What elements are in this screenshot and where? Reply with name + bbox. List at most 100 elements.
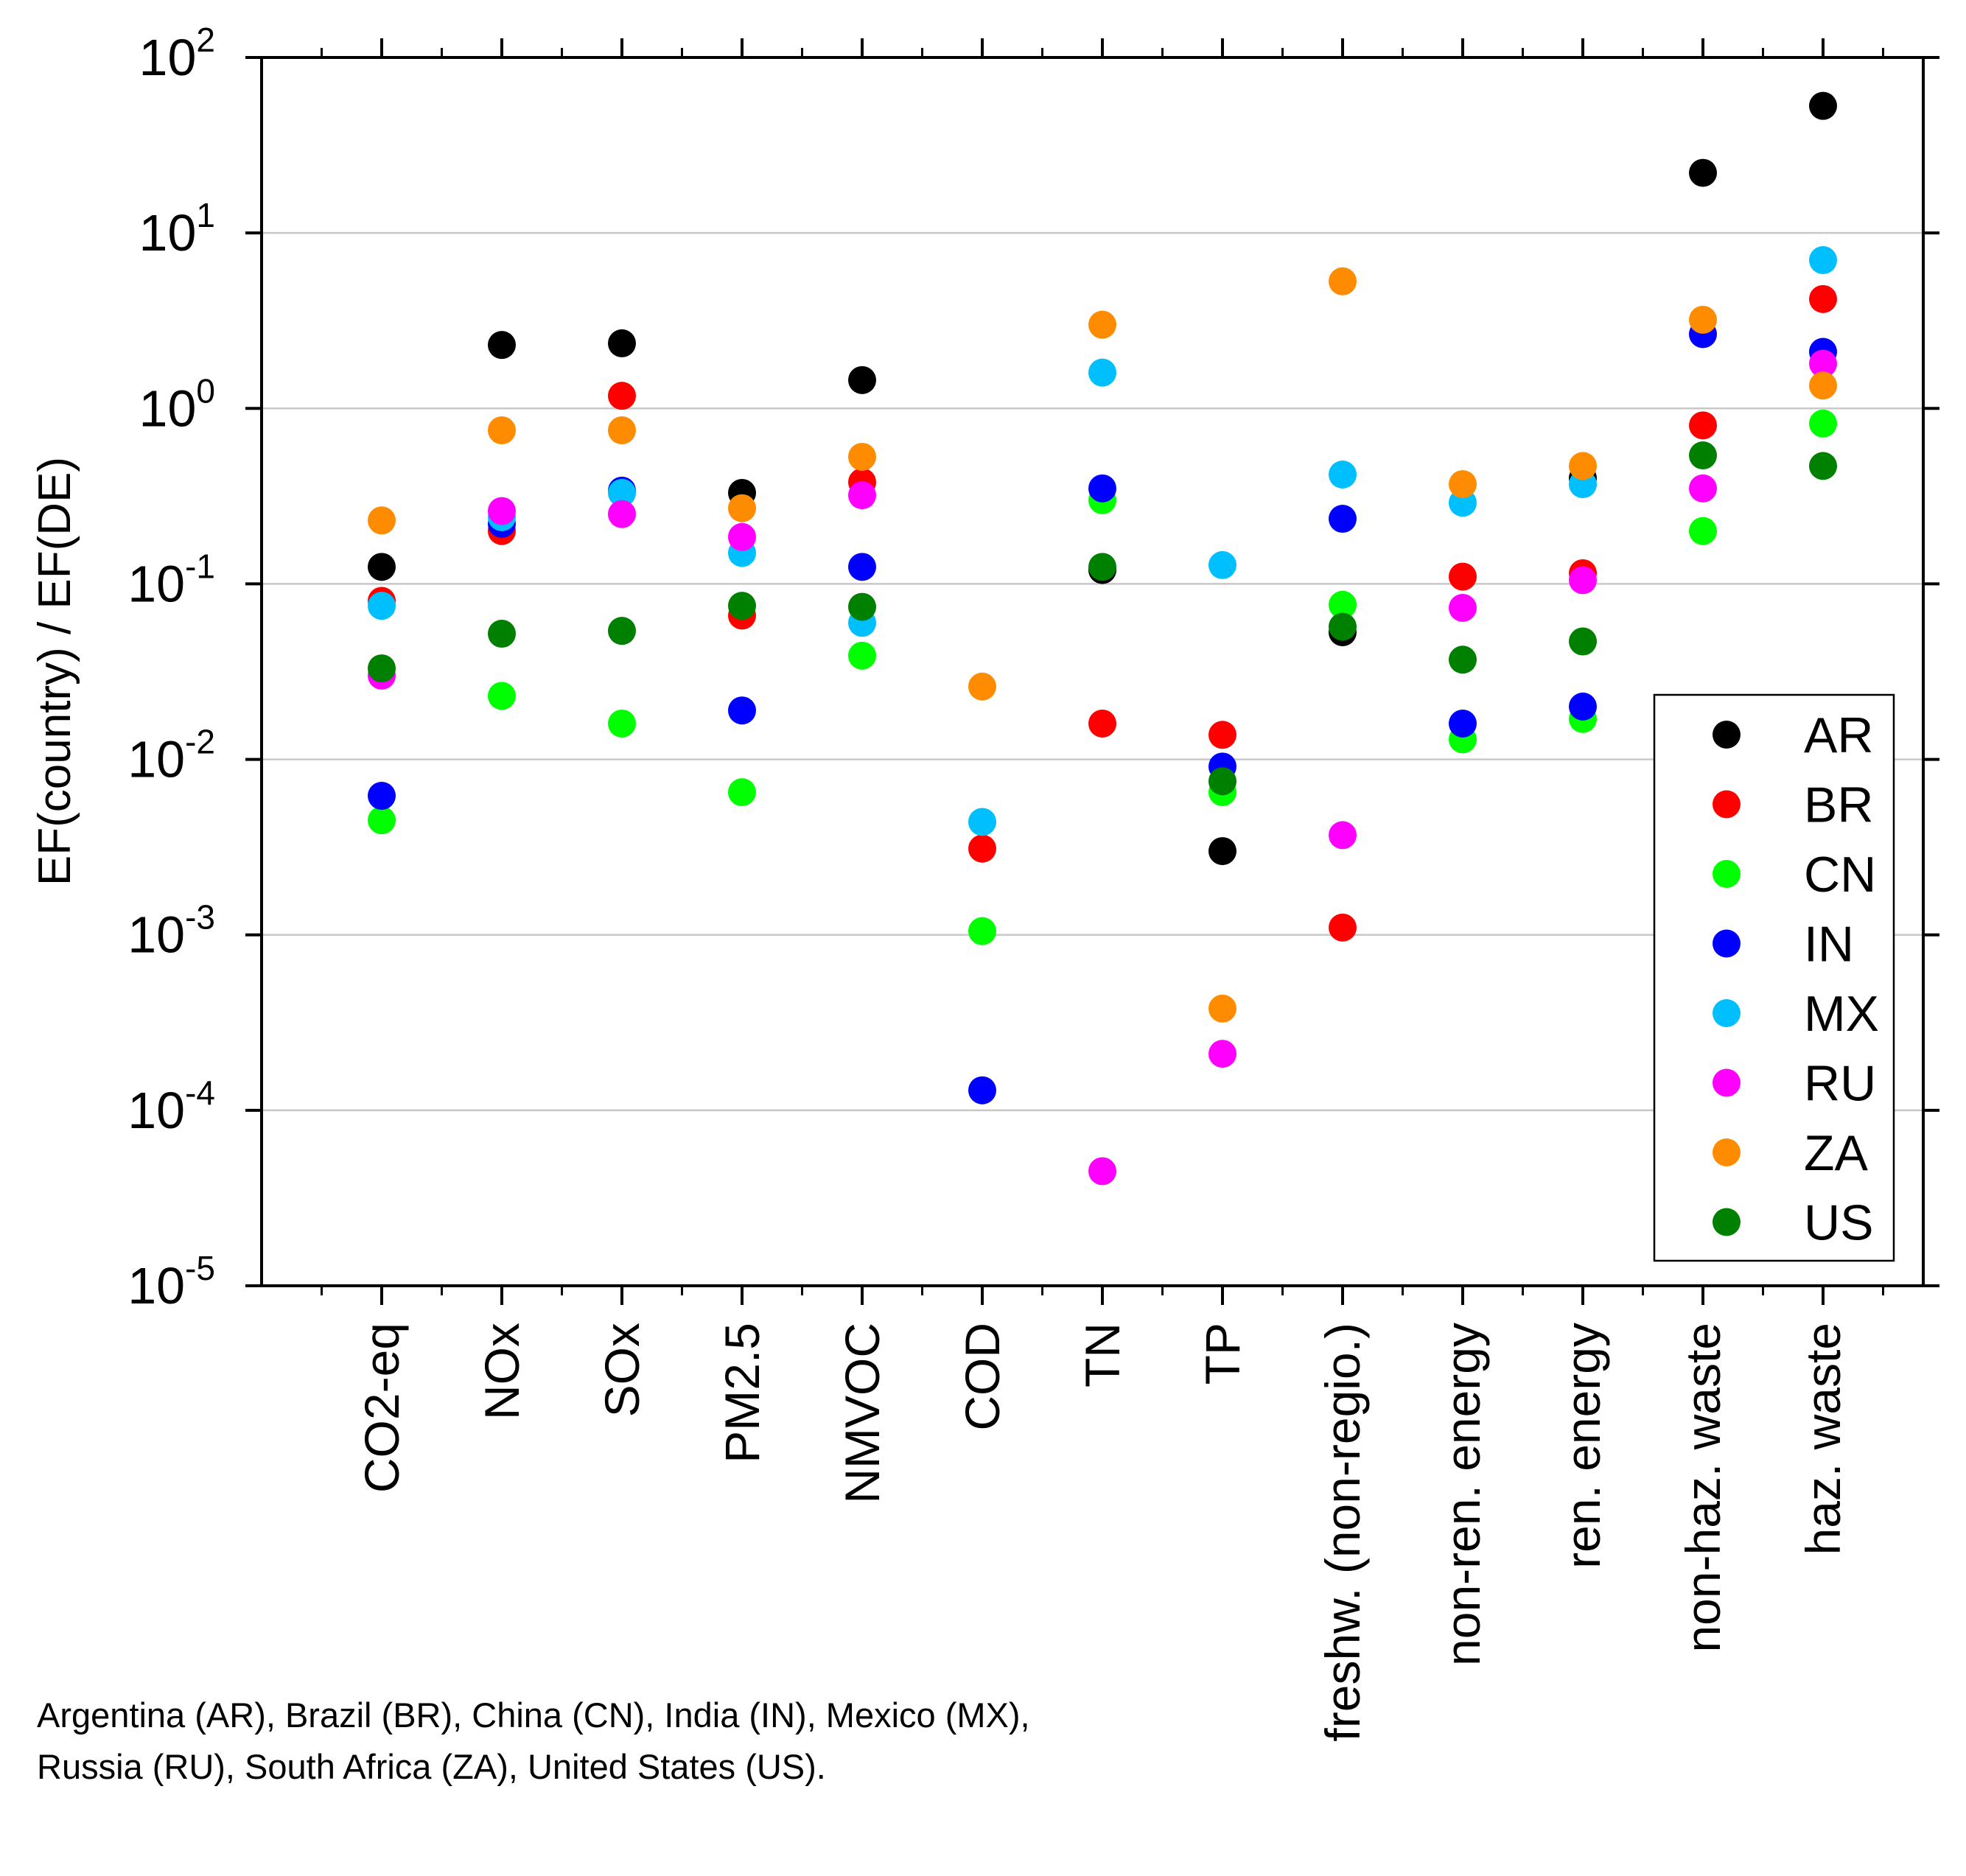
y-tick-label: 102 xyxy=(139,21,215,86)
data-point-cn xyxy=(1809,409,1837,438)
data-point-us xyxy=(1809,452,1837,480)
legend-label: RU xyxy=(1804,1056,1876,1112)
data-point-za xyxy=(968,672,996,701)
x-tick-label: COD xyxy=(955,1323,1010,1431)
data-point-mx xyxy=(1208,550,1236,579)
footnote-line-1: Argentina (AR), Brazil (BR), China (CN),… xyxy=(37,1695,1030,1735)
legend-label: MX xyxy=(1804,986,1879,1042)
legend-marker-za xyxy=(1713,1138,1741,1166)
data-point-us xyxy=(1208,767,1236,796)
legend-box xyxy=(1653,693,1895,1262)
data-point-in xyxy=(1329,505,1357,533)
data-point-in xyxy=(728,696,756,725)
data-points xyxy=(368,91,1837,1186)
legend-label: BR xyxy=(1804,777,1873,833)
x-tick-label: PM2.5 xyxy=(715,1323,769,1463)
legend-marker-us xyxy=(1713,1208,1741,1236)
data-point-ru xyxy=(1689,474,1717,503)
legend-label: US xyxy=(1804,1195,1873,1251)
data-point-ru xyxy=(488,497,516,525)
data-point-za xyxy=(1208,994,1236,1023)
data-point-ar xyxy=(1689,158,1717,187)
data-point-za xyxy=(1569,452,1597,480)
data-point-ar xyxy=(608,329,636,357)
legend-marker-cn xyxy=(1713,860,1741,888)
data-point-za xyxy=(608,416,636,445)
data-point-us xyxy=(488,620,516,648)
data-point-za xyxy=(1088,310,1116,339)
data-point-za xyxy=(1689,305,1717,334)
data-point-in xyxy=(968,1076,996,1105)
data-point-in xyxy=(1569,692,1597,721)
y-axis-label: EF(country) / EF(DE) xyxy=(29,457,80,886)
legend-label: ZA xyxy=(1804,1125,1869,1181)
data-point-cn xyxy=(1329,590,1357,619)
data-point-ar xyxy=(848,365,876,394)
legend: AR BR CN IN MX RU ZA US xyxy=(1653,693,1895,1262)
data-point-ru xyxy=(1208,1040,1236,1068)
data-point-br xyxy=(1809,284,1837,313)
data-point-za xyxy=(848,442,876,471)
y-tick-label: 10-2 xyxy=(127,723,215,788)
y-tick-label: 10-5 xyxy=(127,1249,215,1315)
data-point-in xyxy=(1449,709,1477,738)
plot-frame xyxy=(260,56,1925,1287)
data-point-br xyxy=(608,382,636,410)
data-point-us xyxy=(1449,645,1477,674)
data-point-cn xyxy=(488,682,516,710)
legend-label: IN xyxy=(1804,917,1854,973)
data-point-us xyxy=(608,617,636,645)
data-point-mx xyxy=(608,478,636,507)
x-tick-label: ren. energy xyxy=(1556,1323,1610,1569)
data-point-cn xyxy=(1689,517,1717,545)
data-point-us xyxy=(728,592,756,620)
y-tick-label: 10-3 xyxy=(127,898,215,964)
data-point-us xyxy=(1689,441,1717,470)
x-tick-label: NOx xyxy=(475,1323,529,1420)
data-point-us xyxy=(848,592,876,621)
x-tick-label: non-ren. energy xyxy=(1435,1323,1490,1666)
data-point-mx xyxy=(1329,461,1357,489)
data-point-ru xyxy=(1088,1157,1116,1186)
data-point-in xyxy=(1088,474,1116,503)
x-tick-label: CO2-eq xyxy=(354,1323,409,1493)
data-point-br xyxy=(1329,913,1357,942)
data-point-br xyxy=(968,834,996,863)
x-tick-label: non-haz. waste xyxy=(1676,1323,1730,1653)
data-point-cn xyxy=(368,806,396,835)
x-tick-label: freshw. (non-regio.) xyxy=(1315,1323,1370,1742)
y-tick-label: 101 xyxy=(139,196,215,262)
data-point-cn xyxy=(728,778,756,807)
data-point-ru xyxy=(1449,593,1477,622)
data-point-br xyxy=(1088,709,1116,738)
gridlines xyxy=(262,231,1923,1112)
y-tick-label: 100 xyxy=(139,371,215,437)
axis-ticks xyxy=(245,38,1939,1305)
data-point-ar xyxy=(488,331,516,360)
footnote-line-2: Russia (RU), South Africa (ZA), United S… xyxy=(37,1747,826,1786)
y-tick-label: 10-1 xyxy=(127,547,215,612)
data-point-in xyxy=(368,782,396,811)
data-point-cn xyxy=(848,641,876,670)
y-tick-labels: 10-5 10-4 10-3 10-2 10-1 100 101 102 xyxy=(127,21,215,1315)
data-point-us xyxy=(1088,553,1116,581)
data-point-in xyxy=(848,553,876,581)
data-point-br xyxy=(1208,721,1236,749)
data-point-us xyxy=(368,654,396,683)
data-point-ar xyxy=(1208,837,1236,866)
x-tick-label: TP xyxy=(1195,1323,1250,1385)
data-point-cn xyxy=(968,917,996,945)
legend-marker-ru xyxy=(1713,1068,1741,1097)
data-point-za xyxy=(728,494,756,522)
x-tick-labels: CO2-eq NOx SOx PM2.5 NMVOC COD TN TP freshw. (no… xyxy=(354,1323,1850,1742)
legend-marker-in xyxy=(1713,929,1741,958)
data-point-mx xyxy=(968,808,996,836)
data-point-ru xyxy=(1329,821,1357,850)
x-tick-label: haz. waste xyxy=(1796,1323,1850,1555)
data-point-ru xyxy=(1809,349,1837,378)
data-point-ru xyxy=(608,500,636,528)
data-point-za xyxy=(1809,371,1837,400)
data-point-za xyxy=(368,506,396,535)
y-tick-label: 10-4 xyxy=(127,1074,215,1139)
legend-marker-br xyxy=(1713,790,1741,819)
